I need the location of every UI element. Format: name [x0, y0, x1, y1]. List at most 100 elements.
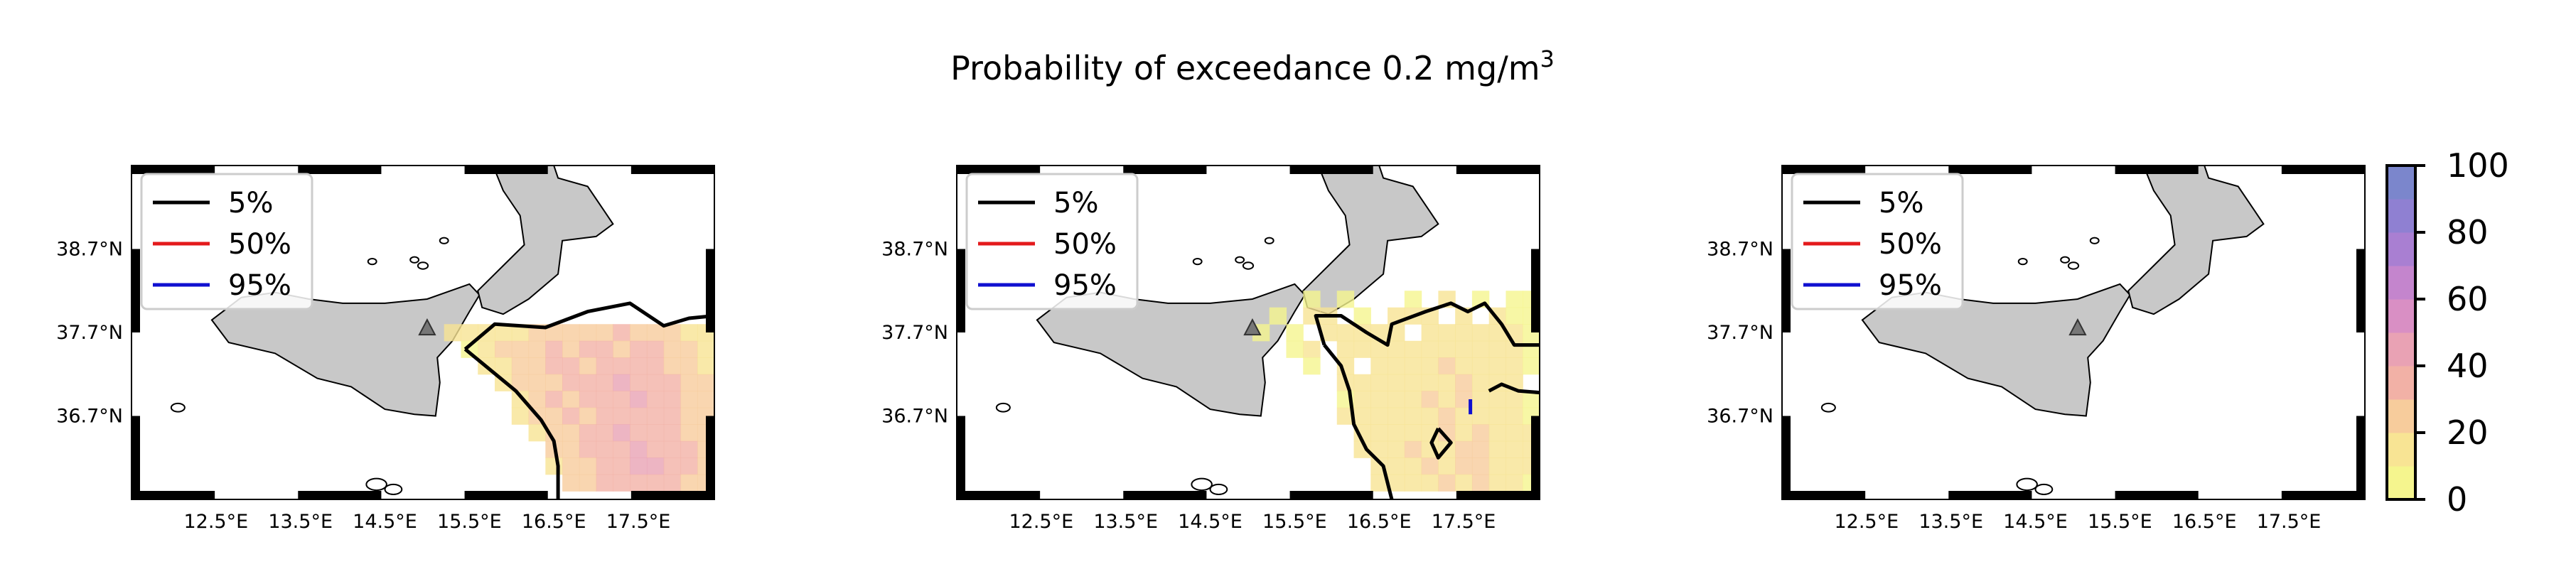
- frame-segment-right: [2356, 416, 2365, 499]
- probability-cell: [596, 407, 613, 425]
- probability-cell: [1286, 324, 1304, 342]
- colorbar-tick-label: 80: [2447, 213, 2489, 251]
- probability-cell: [528, 357, 546, 375]
- colorbar-segment: [2387, 399, 2415, 433]
- lat-tick-label: 38.7°N: [1707, 239, 1773, 261]
- probability-cell: [1438, 374, 1456, 391]
- probability-cell: [1438, 391, 1456, 408]
- probability-cell: [646, 391, 665, 408]
- probability-cell: [1421, 324, 1439, 342]
- frame-segment-left: [1782, 416, 1791, 499]
- colorbar-segment: [2387, 232, 2415, 266]
- figure-title-superscript: 3: [1540, 45, 1555, 72]
- frame-segment-bottom: [1782, 491, 1866, 499]
- frame-segment-bottom: [1123, 491, 1207, 499]
- frame-segment-top: [464, 166, 548, 174]
- probability-cell: [1388, 357, 1405, 375]
- probability-cell: [630, 391, 648, 408]
- contour-5-percent: [1314, 301, 1540, 347]
- frame-segment-bottom: [2115, 491, 2199, 499]
- map-frame: [956, 165, 1540, 500]
- probability-cell: [528, 374, 546, 391]
- volcano-marker: [1243, 318, 1262, 336]
- colorbar-segment: [2387, 332, 2415, 367]
- probability-cell: [646, 457, 665, 475]
- colorbar-segment: [2387, 466, 2415, 500]
- probability-cell: [1488, 357, 1507, 375]
- lon-tick-label: 12.5°E: [1009, 511, 1073, 533]
- island-0: [1242, 261, 1255, 270]
- probability-cell: [680, 407, 698, 425]
- probability-cell: [495, 340, 512, 358]
- probability-cell: [579, 407, 597, 425]
- probability-cell: [1421, 374, 1439, 391]
- probability-cell: [663, 357, 682, 375]
- probability-cell: [562, 391, 580, 408]
- probability-cell: [1506, 407, 1523, 425]
- contour-5-percent: [463, 301, 714, 351]
- contour-5-percent-island: [1429, 427, 1453, 460]
- frame-segment-right: [706, 249, 714, 332]
- probability-cell: [1404, 457, 1422, 475]
- probability-cell: [646, 357, 665, 375]
- lon-tick-label: 13.5°E: [1093, 511, 1158, 533]
- lon-tick-label: 14.5°E: [353, 511, 417, 533]
- island-4: [170, 402, 186, 413]
- lon-tick-label: 16.5°E: [1347, 511, 1412, 533]
- legend-label: 50%: [228, 228, 291, 261]
- lon-tick-label: 17.5°E: [1432, 511, 1496, 533]
- frame-segment-top: [1782, 166, 1866, 174]
- probability-cell: [1353, 374, 1371, 391]
- probability-cell: [1336, 340, 1355, 358]
- frame-segment-right: [706, 416, 714, 499]
- probability-cell: [1506, 424, 1523, 442]
- probability-cell: [511, 407, 530, 425]
- probability-cell: [1455, 340, 1473, 358]
- frame-segment-left: [132, 249, 140, 332]
- probability-cell: [630, 374, 648, 391]
- probability-cell: [1404, 424, 1422, 442]
- probability-cell: [562, 340, 580, 358]
- probability-cell: [663, 391, 682, 408]
- probability-cell: [1488, 391, 1507, 408]
- colorbar-tick-label: 60: [2447, 280, 2489, 318]
- island-3: [2089, 237, 2100, 244]
- probability-cell: [1471, 357, 1490, 375]
- probability-cell: [1438, 474, 1456, 492]
- probability-cell: [697, 340, 714, 358]
- probability-cell: [528, 340, 546, 358]
- contour-5-percent-island: [1488, 382, 1540, 395]
- contour-5-percent-west: [1323, 344, 1394, 499]
- contour-5-percent-west: [463, 347, 560, 499]
- island-2: [2017, 258, 2028, 266]
- probability-cell: [1471, 340, 1490, 358]
- colorbar: 0 20 40 60 80 100: [2386, 146, 2509, 519]
- probability-cell: [1471, 440, 1490, 458]
- probability-cell: [596, 324, 613, 342]
- probability-cell: [646, 424, 665, 442]
- probability-cell: [1336, 324, 1355, 342]
- probability-cell: [1303, 340, 1321, 358]
- probability-cell: [1471, 391, 1490, 408]
- lon-tick-label: 14.5°E: [2003, 511, 2068, 533]
- probability-cell: [646, 407, 665, 425]
- probability-cell: [630, 440, 648, 458]
- probability-cell: [1269, 307, 1287, 325]
- probability-cell: [663, 374, 682, 391]
- lon-tick-label: 16.5°E: [522, 511, 586, 533]
- map-panel-1: 12.5°E 13.5°E 14.5°E 15.5°E 16.5°E 17.5°E 38.7…: [56, 165, 715, 533]
- probability-cell: [495, 357, 512, 375]
- colorbar-segment: [2387, 366, 2415, 400]
- probability-cell: [545, 357, 563, 375]
- probability-cell: [646, 440, 665, 458]
- island-5: [2016, 477, 2038, 492]
- frame-segment-bottom: [1289, 491, 1373, 499]
- frame-segment-bottom: [630, 491, 714, 499]
- legend-box: [965, 173, 1139, 310]
- island-1: [1235, 256, 1245, 264]
- frame-segment-top: [1456, 166, 1540, 174]
- probability-cell: [579, 324, 597, 342]
- probability-cell: [1404, 407, 1422, 425]
- probability-cell: [630, 457, 648, 475]
- legend-box: [140, 173, 313, 310]
